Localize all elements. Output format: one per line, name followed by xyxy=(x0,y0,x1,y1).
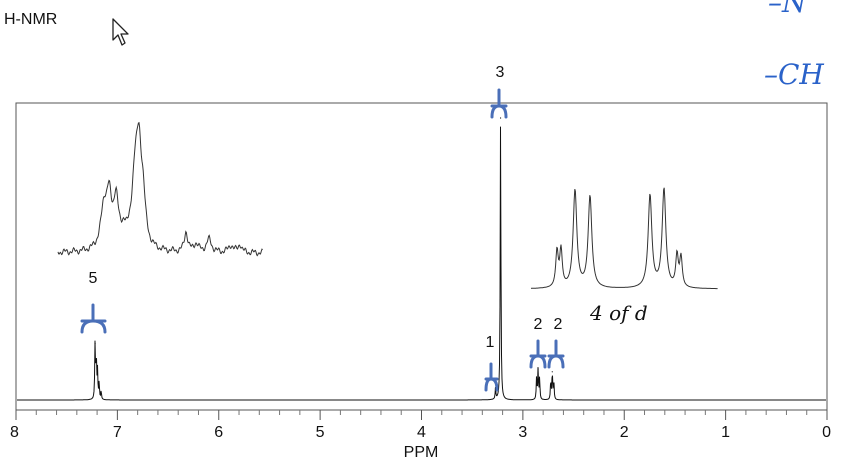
peak-point xyxy=(551,371,553,373)
bracket-5 xyxy=(80,303,107,334)
x-tick-label: 7 xyxy=(113,424,122,441)
x-tick-label: 2 xyxy=(620,424,629,441)
plot-frame xyxy=(15,102,828,411)
peak-point xyxy=(94,343,96,345)
x-axis-label: PPM xyxy=(404,444,439,461)
integration-label-1: 1 xyxy=(486,334,495,351)
integration-label-2a: 2 xyxy=(534,316,543,333)
aromatic-expansion-inset xyxy=(57,121,263,257)
margin-note-1: –N xyxy=(768,0,808,19)
x-tick-label: 3 xyxy=(518,424,527,441)
multiplet-note: 4 of d xyxy=(589,301,648,325)
peak-point xyxy=(537,368,539,370)
peak-point xyxy=(499,117,502,119)
margin-note-2: –CH xyxy=(764,58,824,91)
bracket-3 xyxy=(490,88,508,119)
x-tick-label: 0 xyxy=(822,424,831,441)
page-title: H-NMR xyxy=(4,11,58,28)
x-axis: 8 7 6 5 4 3 2 1 0 xyxy=(10,410,831,441)
x-tick-label: 1 xyxy=(721,424,730,441)
bracket-1 xyxy=(484,362,499,392)
x-tick-label: 8 xyxy=(10,424,19,441)
integration-label-2b: 2 xyxy=(554,316,563,333)
integration-brackets xyxy=(80,88,565,392)
x-tick-label: 5 xyxy=(316,424,325,441)
mouse-cursor-icon xyxy=(112,18,129,46)
integration-label-5: 5 xyxy=(89,270,98,287)
bracket-2a xyxy=(529,339,547,369)
x-tick-label: 4 xyxy=(417,424,426,441)
bracket-2b xyxy=(547,339,565,369)
integration-label-3: 3 xyxy=(496,64,505,81)
x-tick-label: 6 xyxy=(214,424,223,441)
aliphatic-expansion-inset xyxy=(530,187,718,290)
peak-markers xyxy=(94,117,553,390)
spectrum-trace xyxy=(17,126,826,401)
